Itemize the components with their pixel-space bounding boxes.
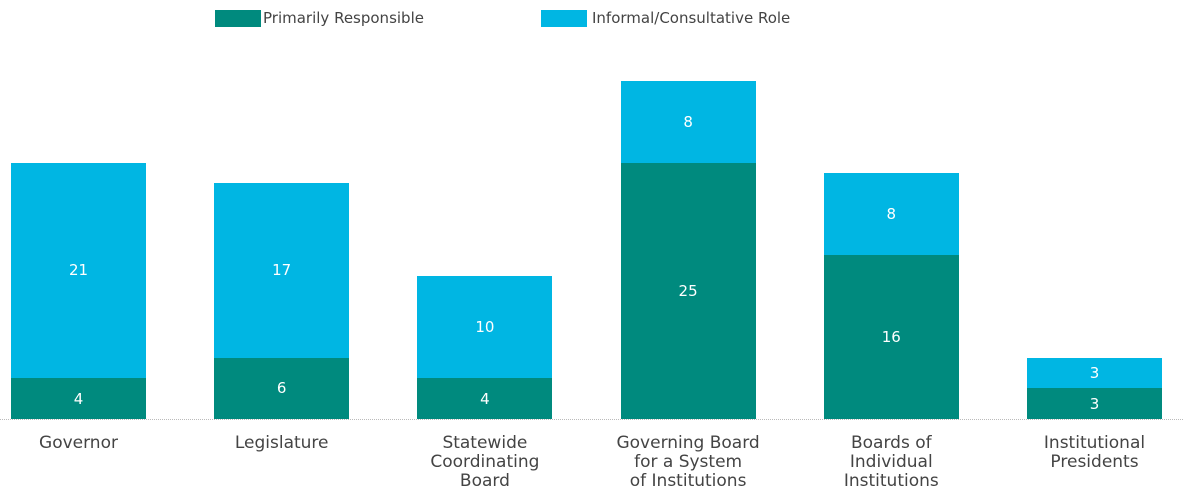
legend-swatch xyxy=(541,10,587,27)
value-label: 10 xyxy=(475,317,495,336)
bar-segment: 4 xyxy=(417,378,553,419)
bar-segment: 6 xyxy=(214,357,350,419)
legend-label: Primarily Responsible xyxy=(263,9,424,27)
x-tick-label: Legislature xyxy=(234,433,329,453)
value-label: 8 xyxy=(886,205,897,224)
value-label: 25 xyxy=(678,281,698,300)
x-tick-label: Governing Board for a System of Institut… xyxy=(616,433,760,491)
value-label: 6 xyxy=(276,379,287,398)
value-label: 8 xyxy=(683,112,693,131)
value-label: 3 xyxy=(1089,394,1100,413)
bar-segment: 3 xyxy=(1027,388,1162,419)
x-tick-label: Boards of Individual Institutions xyxy=(843,433,939,491)
legend-label: Informal/Consultative Role xyxy=(592,9,791,27)
bar-segment: 8 xyxy=(823,173,959,256)
x-tick-label: Statewide Coordinating Board xyxy=(430,433,540,491)
bar-segment: 10 xyxy=(417,275,553,379)
x-tick-label: Institutional Presidents xyxy=(1043,433,1146,472)
value-label: 21 xyxy=(68,261,89,280)
bar-segment: 4 xyxy=(11,378,146,419)
legend-swatch xyxy=(215,10,261,27)
value-label: 17 xyxy=(272,261,292,280)
value-label: 3 xyxy=(1089,363,1100,382)
x-tick-label: Governor xyxy=(39,433,118,453)
bar-segment: 3 xyxy=(1027,357,1162,389)
bar-segment: 16 xyxy=(823,255,959,419)
bar-segment: 17 xyxy=(214,183,350,358)
bar-segment: 8 xyxy=(620,81,756,163)
baseline xyxy=(0,419,1183,420)
value-label: 4 xyxy=(480,389,490,408)
value-label: 4 xyxy=(73,389,84,408)
bar-segment: 25 xyxy=(620,162,756,419)
bar-segment: 21 xyxy=(11,162,146,379)
value-label: 16 xyxy=(881,328,901,347)
